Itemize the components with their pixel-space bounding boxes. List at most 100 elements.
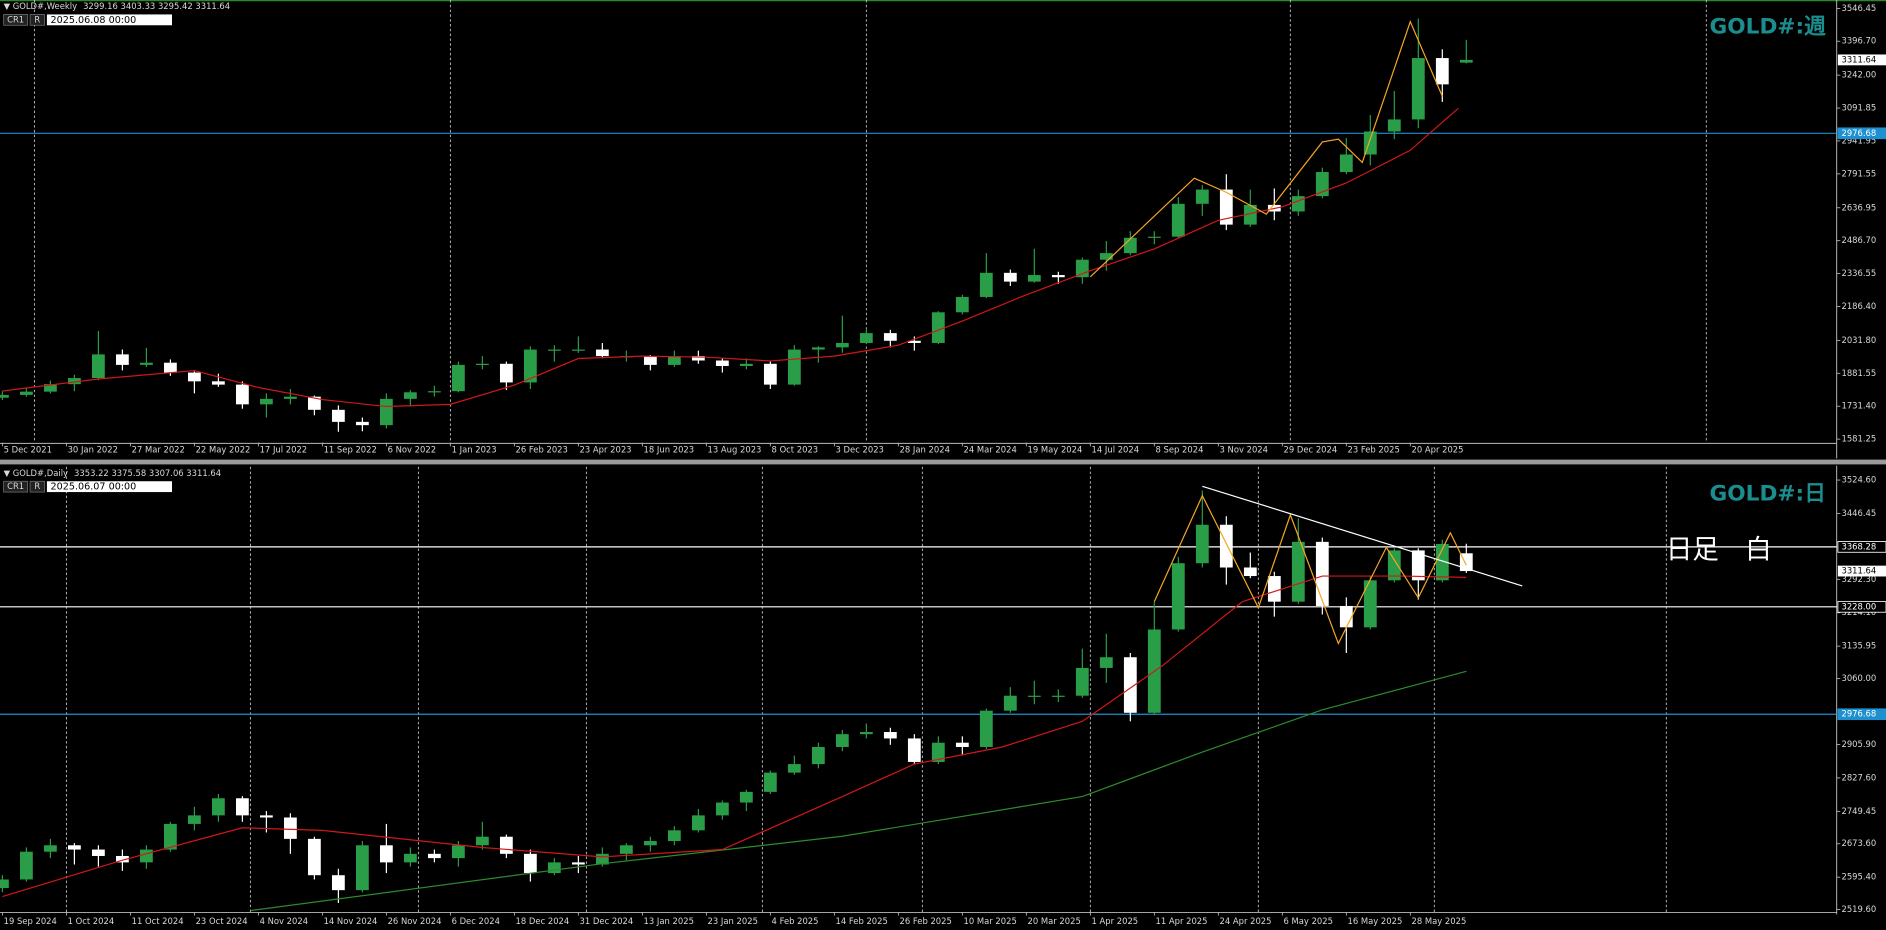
candle-body — [1051, 275, 1065, 278]
x-tick-label: 24 Apr 2025 — [1220, 916, 1272, 926]
x-tick-label: 13 Jan 2025 — [644, 916, 694, 926]
y-tick-label: 3242.00 — [1841, 70, 1876, 80]
candle-body — [499, 836, 513, 854]
y-tick-label: 3060.00 — [1841, 673, 1876, 683]
x-tick-label: 22 May 2022 — [196, 444, 251, 454]
candle-body — [499, 363, 513, 383]
x-tick-label: 3 Nov 2024 — [1220, 444, 1268, 454]
candle-body — [1243, 204, 1257, 225]
candle-body — [955, 296, 969, 313]
candle-body — [355, 845, 369, 891]
x-tick-label: 28 May 2025 — [1412, 916, 1467, 926]
y-tick-label: 3524.60 — [1841, 475, 1876, 485]
y-tick-label: 2673.60 — [1841, 838, 1876, 848]
x-tick-label: 27 Mar 2022 — [132, 444, 185, 454]
candle-body — [907, 340, 921, 343]
candle-body — [571, 349, 585, 351]
indicator-line — [1089, 19, 1443, 278]
candle-body — [475, 363, 489, 366]
candle-body — [595, 349, 609, 357]
candle-body — [1435, 543, 1449, 581]
candle-body — [1411, 58, 1425, 120]
candle-body — [139, 362, 153, 365]
candle-body — [907, 738, 921, 762]
x-tick-label: 19 Sep 2024 — [4, 916, 57, 926]
x-tick-label: 6 Dec 2024 — [452, 916, 500, 926]
y-tick-label: 2941.95 — [1841, 135, 1876, 145]
candle-body — [715, 360, 729, 366]
toolbar-button-label: R — [34, 14, 40, 24]
candle-body — [763, 772, 777, 792]
candle-body — [787, 764, 801, 773]
candle-body — [811, 347, 825, 350]
candle-body — [667, 830, 681, 842]
candle-body — [91, 849, 105, 856]
indicator-line — [1202, 485, 1523, 587]
x-tick-label: 6 May 2025 — [1284, 916, 1333, 926]
toolbar-button-label: CR1 — [7, 481, 24, 491]
x-tick-label: 3 Dec 2023 — [836, 444, 884, 454]
header-arrow: ▼ — [4, 467, 13, 477]
ohlc-values: 3353.22 3375.58 3307.06 3311.64 — [74, 467, 221, 477]
candle-body — [331, 875, 345, 891]
y-tick-label: 2336.55 — [1841, 268, 1876, 278]
toolbar-button-label: R — [34, 481, 40, 491]
toolbar-button[interactable] — [29, 14, 45, 26]
x-tick-label: 23 Jan 2025 — [708, 916, 758, 926]
y-tick-label: 2031.80 — [1841, 335, 1876, 345]
candle-body — [1291, 196, 1305, 212]
candle-body — [1459, 59, 1473, 63]
y-tick-label: 2486.70 — [1841, 235, 1876, 245]
candle-body — [1123, 237, 1137, 254]
price-tag — [1837, 541, 1886, 553]
candle-body — [1267, 576, 1281, 602]
candle-body — [883, 333, 897, 341]
toolbar-button[interactable] — [29, 480, 45, 493]
y-tick-label: 2636.95 — [1841, 202, 1876, 212]
y-tick-label: 2519.60 — [1841, 904, 1876, 914]
candle-body — [19, 391, 33, 395]
x-tick-label: 14 Nov 2024 — [324, 916, 378, 926]
candle-body — [1171, 203, 1185, 237]
candle-body — [427, 391, 441, 393]
toolbar-button[interactable] — [3, 480, 29, 493]
y-tick-label: 2827.60 — [1841, 772, 1876, 782]
x-tick-label: 5 Dec 2021 — [4, 444, 52, 454]
price-tag-label: 2976.68 — [1841, 709, 1876, 719]
candle-body — [1027, 275, 1041, 282]
candle-body — [355, 421, 369, 426]
toolbar-button[interactable] — [3, 14, 29, 26]
y-tick-label: 3546.45 — [1841, 3, 1876, 13]
x-tick-label: 4 Nov 2024 — [260, 916, 308, 926]
candle-body — [379, 398, 393, 426]
candle-body — [1123, 657, 1137, 713]
indicator-line — [250, 670, 1467, 912]
candle-body — [0, 879, 9, 889]
x-tick-label: 23 Apr 2023 — [580, 444, 632, 454]
candle-body — [1099, 657, 1113, 668]
pane: 3546.45 3396.70 3242.00 3091.85 2941.95 2791.… — [0, 0, 1886, 454]
candle-body — [427, 853, 441, 859]
candle-body — [307, 396, 321, 410]
pane-divider — [0, 459, 1886, 465]
time-box — [46, 14, 173, 26]
x-tick-label: 31 Dec 2024 — [580, 916, 634, 926]
y-tick-label: 1881.55 — [1841, 368, 1876, 378]
candle-body — [235, 798, 249, 816]
x-tick-label: 14 Jul 2024 — [1092, 444, 1140, 454]
y-tick-label: 2905.90 — [1841, 739, 1876, 749]
candle-body — [163, 362, 177, 373]
candle-body — [643, 841, 657, 846]
chart-header: ▼ GOLD#,Weekly 3299.16 3403.33 3295.42 33… — [4, 1, 231, 11]
indicator-line — [1153, 494, 1467, 646]
candle-body — [1075, 667, 1089, 696]
candle-body — [19, 851, 33, 880]
candle-body — [523, 349, 537, 383]
candle-body — [931, 742, 945, 762]
candle-body — [859, 732, 873, 735]
candle-body — [379, 845, 393, 863]
indicator-line — [2, 107, 1459, 408]
candle-body — [211, 381, 225, 385]
y-tick-label: 3396.70 — [1841, 36, 1876, 46]
candle-body — [1387, 119, 1401, 132]
